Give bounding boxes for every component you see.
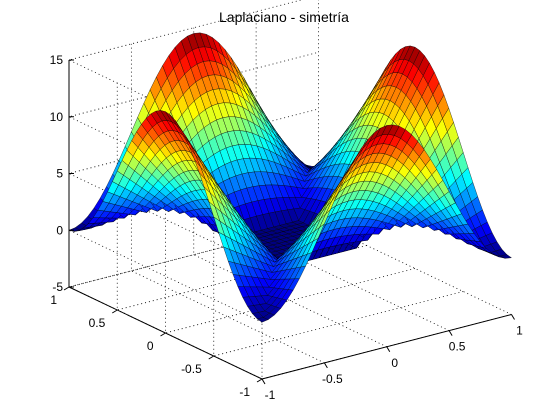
x-tick-mark [323, 362, 328, 369]
y-tick-mark [208, 355, 215, 360]
z-tick-label: 5 [56, 167, 63, 181]
z-tick-label: 10 [50, 110, 64, 124]
x-tick-mark [386, 346, 391, 353]
y-tick-label: -1 [239, 385, 250, 399]
y-tick-mark [256, 378, 263, 383]
y-tick-label: 0.5 [89, 316, 106, 330]
x-tick-label: 0.5 [449, 340, 466, 354]
y-tick-mark [160, 332, 166, 337]
z-tick-label: 0 [56, 223, 63, 237]
x-tick-mark [448, 330, 453, 336]
x-tick-label: 0 [391, 356, 398, 370]
surface-face [500, 254, 512, 259]
x-tick-label: 1 [516, 324, 523, 338]
y-tick-label: 0 [147, 339, 154, 353]
chart-title: Laplaciano - simetría [219, 9, 349, 25]
y-tick-mark [63, 286, 70, 291]
z-tick-label: 15 [50, 53, 64, 67]
x-tick-mark [261, 378, 266, 385]
z-tick-label: -5 [52, 280, 63, 294]
y-tick-mark [111, 309, 118, 314]
x-tick-label: -1 [265, 388, 276, 402]
y-tick-label: -0.5 [181, 362, 202, 376]
y-tick-label: 1 [50, 293, 57, 307]
surface-plot [68, 32, 512, 323]
x-tick-label: -0.5 [322, 372, 343, 386]
x-tick-mark [511, 314, 515, 320]
